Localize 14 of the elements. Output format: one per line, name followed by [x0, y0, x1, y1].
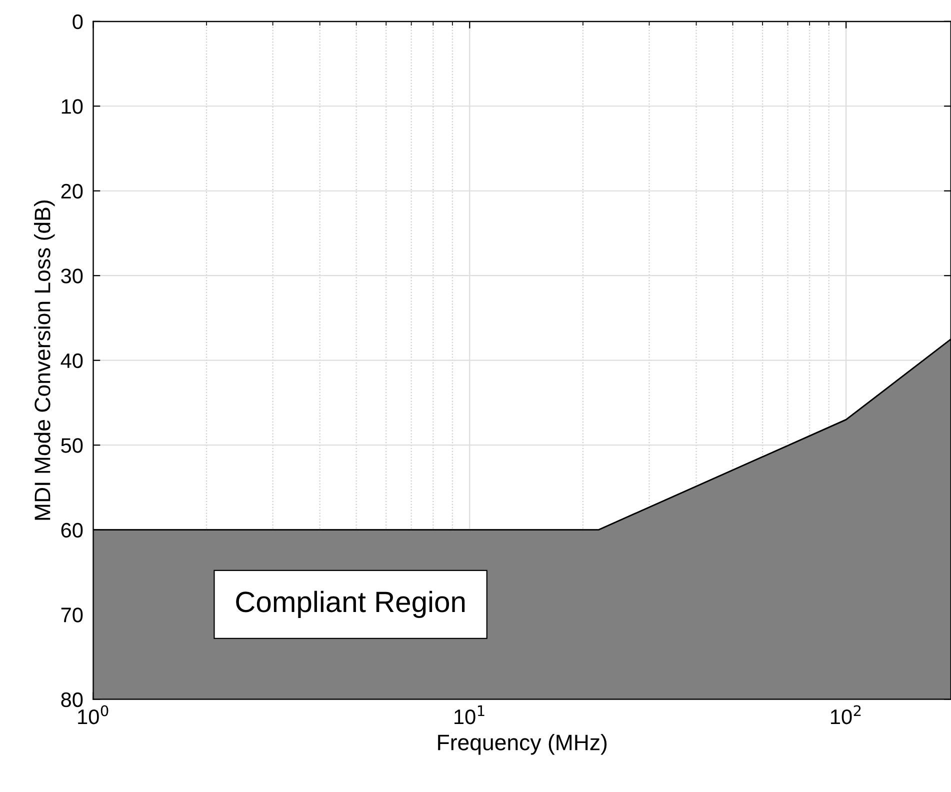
y-tick-label: 40: [60, 353, 83, 368]
x-tick-label: 10$^{1}$: [454, 705, 484, 724]
annotation: Compliant Region: [236, 590, 465, 618]
x-axis-title: Frequency (MHz): [438, 734, 607, 755]
y-tick-label: 10: [62, 99, 83, 114]
y-tick-label: 20: [61, 184, 83, 199]
y-tick-label: 80: [61, 692, 83, 708]
x-tick-label: 10$^{2}$: [830, 705, 861, 724]
y-tick-label: 30: [61, 268, 83, 284]
y-tick-label: 70: [61, 608, 83, 622]
y-axis-title: MDI Mode Conversion Loss (dB): [34, 200, 55, 520]
y-tick-label: 50: [61, 438, 83, 453]
y-tick-label: 0: [72, 14, 83, 30]
y-tick-label: 60: [61, 522, 83, 538]
